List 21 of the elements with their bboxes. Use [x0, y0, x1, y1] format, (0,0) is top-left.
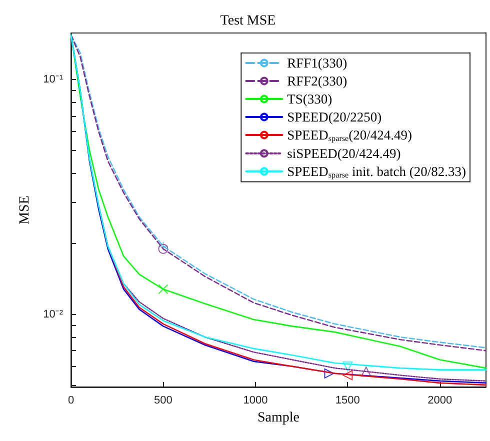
y-tick-label: 10⁻¹ [43, 74, 64, 86]
legend-label: siSPEED(20/424.49) [287, 146, 401, 161]
y-axis-title: MSE [18, 196, 33, 224]
chart-title: Test MSE [220, 14, 276, 28]
x-tick-label: 0 [68, 394, 74, 406]
x-tick-label: 1500 [335, 394, 360, 406]
legend-label: RFF2(330) [287, 74, 348, 88]
legend-label: TS(330) [287, 92, 332, 106]
x-tick-label: 1000 [243, 394, 268, 406]
x-tick-label: 500 [154, 394, 172, 406]
point [158, 244, 168, 254]
x-tick-label: 2000 [428, 394, 452, 406]
point [158, 241, 168, 252]
y-tick-label: 10⁻² [43, 308, 64, 320]
point [342, 370, 353, 380]
point [324, 368, 334, 378]
point [342, 361, 353, 372]
x-axis-title: Sample [258, 410, 300, 426]
legend-label: SPEED(20/2250) [287, 110, 382, 124]
legend-label: RFF1(330) [287, 56, 348, 70]
point [158, 284, 168, 294]
